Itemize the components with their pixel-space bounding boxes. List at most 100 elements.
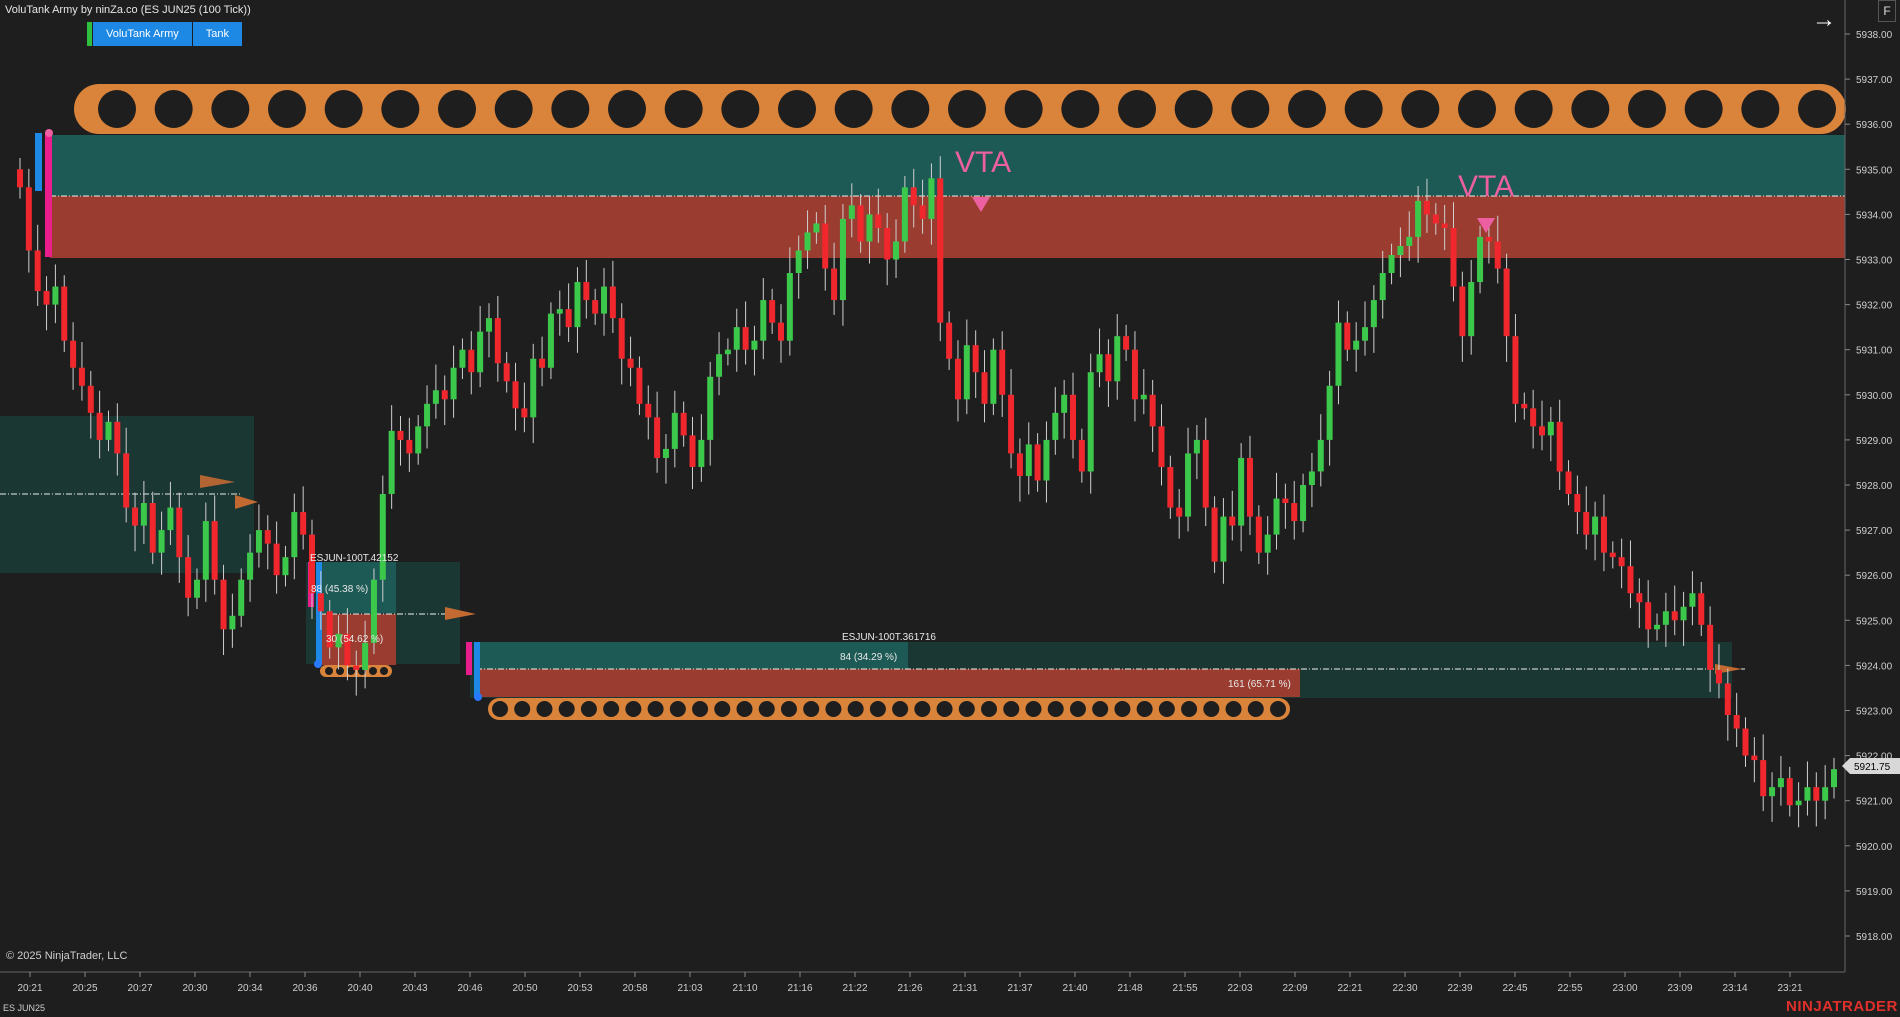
candle-body [609,286,616,319]
candle-body [1485,236,1492,242]
candle-body [441,390,448,400]
volutank-army-button[interactable]: VoluTank Army [93,22,192,46]
candle-body [636,367,643,404]
tank-wheel [211,90,250,128]
tank-top-blue-bar [35,133,42,191]
tank-small-marker [314,660,322,668]
candle-body [618,318,625,359]
candle-body [1025,444,1032,476]
candle-body [733,327,740,350]
candle-body [220,579,227,630]
time-tick-label: 20:53 [567,983,592,994]
candle-body [1291,503,1298,522]
candle-body [724,349,731,355]
price-tick-label: 5919.00 [1856,887,1893,898]
tank-wheel [692,701,709,717]
candle-body [972,345,979,373]
tank-wheel [347,667,355,675]
candle-body [1016,453,1023,476]
tank-wheel [580,701,597,717]
candle-body [70,340,77,368]
candle-body [556,309,563,314]
tank-top-red-zone [50,196,1845,258]
candle-body [1494,241,1501,269]
candle-body [866,214,873,242]
candle-body [999,349,1006,395]
price-axis[interactable]: 5938.00 5937.00 5936.00 5935.00 5934.00 5933.… [1845,30,1893,943]
tank-main-blue-bar [474,642,480,697]
tank-main-track [488,698,1290,720]
tank-wheel [336,667,344,675]
candle-body [954,358,961,400]
time-tick-label: 21:10 [732,983,757,994]
arrow-right-icon[interactable]: → [1812,6,1836,33]
candle-body [1423,200,1430,215]
price-tick-label: 5931.00 [1856,346,1893,357]
candle-body [370,579,377,643]
time-tick-label: 21:22 [842,983,867,994]
time-axis[interactable]: 20:21 20:25 20:27 20:30 20:34 20:36 20:40 20:43… [17,972,1803,994]
tank-small-wheels [325,667,388,675]
candle-body [1468,282,1475,337]
tank-wheel [669,701,686,717]
candle-body [839,218,846,301]
candle-body [521,408,528,418]
tank-wheel [847,701,864,717]
candle-body [388,430,395,495]
time-tick-label: 21:55 [1172,983,1197,994]
candle-body [1609,552,1616,558]
time-tick-label: 21:16 [787,983,812,994]
candle-body [963,345,970,400]
tank-wheel [1004,90,1043,128]
candle-body [1441,223,1448,228]
float-button[interactable]: F [1878,0,1896,22]
tank-wheel [869,701,886,717]
candle-body [273,543,280,576]
candle-body [291,512,298,558]
candle-body [1105,354,1112,382]
tank-wheel [834,90,873,128]
candle-body [742,327,749,350]
candle-body [928,178,935,219]
candle-body [78,367,85,386]
time-tick-label: 21:31 [952,983,977,994]
candle-body [1034,444,1041,481]
candle-body [689,435,696,467]
price-tick-label: 5924.00 [1856,661,1893,672]
tank-wheel [1225,701,1242,717]
candle-body [1786,778,1793,806]
price-tick-label: 5936.00 [1856,120,1893,131]
candle-body [1078,439,1085,472]
tank-main-name: ESJUN-100T.361716 [842,632,936,643]
candle-body [211,521,218,580]
candle-body [335,633,342,648]
candle-body [1043,439,1050,481]
candle-body [512,381,519,409]
tank-main-up-label: 84 (34.29 %) [840,652,897,663]
candle-body [539,358,546,368]
vta-label-2: VTA [1458,170,1514,203]
candle-body [406,439,413,454]
tank-wheel [551,90,590,128]
tank-wheel [558,701,575,717]
candle-body [114,421,121,454]
time-tick-label: 21:03 [677,983,702,994]
candle-body [760,300,767,341]
tank-wheel [1174,90,1213,128]
candle-body [1804,787,1811,801]
candle-body [777,322,784,341]
candle-body [786,273,793,341]
tank-wheel [948,90,986,128]
candle-body [583,282,590,301]
time-tick-label: 21:48 [1117,983,1142,994]
candle-body [1547,421,1554,436]
tank-left-cannon-2 [200,475,235,488]
tank-wheel [981,701,998,717]
candle-body [1627,566,1634,594]
tank-button[interactable]: Tank [192,22,243,46]
candle-body [1742,728,1749,756]
candle-body [1008,394,1015,454]
tank-wheel [438,90,476,128]
time-tick-label: 20:50 [512,983,537,994]
